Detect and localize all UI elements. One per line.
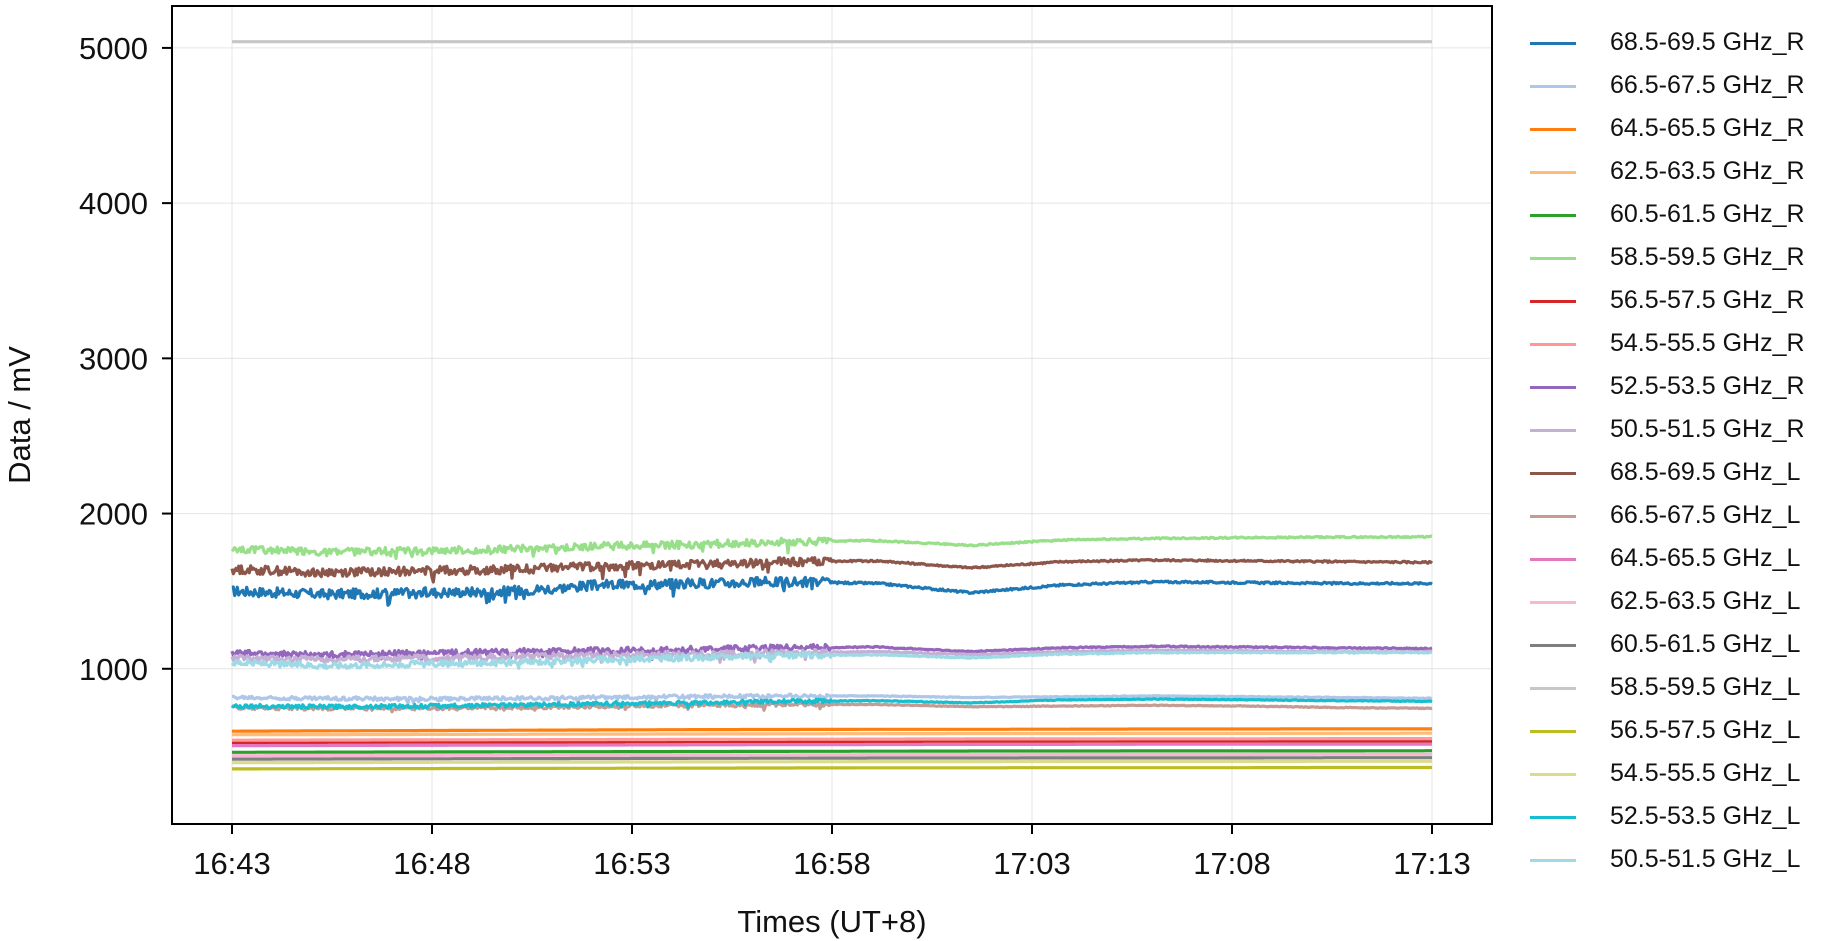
series-line — [231, 749, 1433, 754]
x-tick-label: 17:08 — [1193, 846, 1271, 881]
legend-label: 60.5-61.5 GHz_L — [1610, 630, 1801, 658]
legend-label: 68.5-69.5 GHz_L — [1610, 458, 1801, 486]
legend: 68.5-69.5 GHz_R 66.5-67.5 GHz_R 64.5-65.5 … — [1510, 20, 1840, 880]
legend-item: 60.5-61.5 GHz_R — [1510, 192, 1840, 235]
legend-swatch — [1530, 601, 1576, 604]
series-line — [231, 765, 1433, 771]
legend-swatch — [1530, 773, 1576, 776]
legend-label: 50.5-51.5 GHz_R — [1610, 415, 1805, 443]
series-line — [231, 575, 1433, 607]
x-axis-ticks: 16:43 16:48 16:53 16:58 17:03 17:08 17:13 — [193, 824, 1471, 881]
series-line — [231, 731, 1433, 737]
x-tick-label: 17:13 — [1393, 846, 1471, 881]
legend-item: 58.5-59.5 GHz_R — [1510, 235, 1840, 278]
x-tick-label: 16:43 — [193, 846, 271, 881]
legend-item: 68.5-69.5 GHz_R — [1510, 20, 1840, 63]
legend-label: 62.5-63.5 GHz_R — [1610, 157, 1805, 185]
legend-item: 56.5-57.5 GHz_L — [1510, 708, 1840, 751]
legend-label: 62.5-63.5 GHz_L — [1610, 587, 1801, 615]
x-tick-label: 16:53 — [593, 846, 671, 881]
legend-label: 50.5-51.5 GHz_L — [1610, 845, 1801, 873]
legend-swatch — [1530, 300, 1576, 303]
legend-item: 68.5-69.5 GHz_L — [1510, 450, 1840, 493]
series-line — [231, 752, 1433, 758]
legend-swatch — [1530, 429, 1576, 432]
series-line — [230, 556, 1434, 584]
legend-label: 56.5-57.5 GHz_L — [1610, 716, 1801, 744]
series-line — [231, 739, 1433, 745]
legend-label: 68.5-69.5 GHz_R — [1610, 28, 1805, 56]
y-tick-label: 4000 — [79, 186, 148, 221]
series-lines — [230, 40, 1434, 771]
legend-item: 50.5-51.5 GHz_R — [1510, 407, 1840, 450]
grid-lines — [172, 6, 1492, 824]
legend-item: 52.5-53.5 GHz_R — [1510, 364, 1840, 407]
legend-item: 50.5-51.5 GHz_L — [1510, 837, 1840, 880]
y-axis-ticks: 1000 2000 3000 4000 5000 — [79, 31, 172, 687]
legend-swatch — [1530, 386, 1576, 389]
legend-label: 64.5-65.5 GHz_R — [1610, 114, 1805, 142]
legend-label: 66.5-67.5 GHz_L — [1610, 501, 1801, 529]
series-line — [230, 701, 1433, 714]
series-line — [231, 756, 1433, 761]
y-tick-label: 2000 — [79, 497, 148, 532]
legend-item: 62.5-63.5 GHz_L — [1510, 579, 1840, 622]
series-line — [231, 697, 1433, 711]
legend-item: 52.5-53.5 GHz_L — [1510, 794, 1840, 837]
legend-label: 58.5-59.5 GHz_R — [1610, 243, 1805, 271]
legend-item: 62.5-63.5 GHz_R — [1510, 149, 1840, 192]
legend-label: 58.5-59.5 GHz_L — [1610, 673, 1801, 701]
legend-swatch — [1530, 558, 1576, 561]
legend-swatch — [1530, 859, 1576, 862]
x-tick-label: 17:03 — [993, 846, 1071, 881]
legend-label: 64.5-65.5 GHz_L — [1610, 544, 1801, 572]
legend-item: 54.5-55.5 GHz_R — [1510, 321, 1840, 364]
legend-swatch — [1530, 472, 1576, 475]
legend-item: 66.5-67.5 GHz_L — [1510, 493, 1840, 536]
x-tick-label: 16:58 — [793, 846, 871, 881]
x-tick-label: 16:48 — [393, 846, 471, 881]
legend-item: 54.5-55.5 GHz_L — [1510, 751, 1840, 794]
legend-swatch — [1530, 214, 1576, 217]
legend-swatch — [1530, 343, 1576, 346]
series-line — [231, 736, 1433, 742]
legend-label: 66.5-67.5 GHz_R — [1610, 71, 1805, 99]
legend-swatch — [1530, 85, 1576, 88]
y-axis-label: Data / mV — [2, 346, 37, 484]
series-line — [231, 692, 1433, 705]
legend-item: 66.5-67.5 GHz_R — [1510, 63, 1840, 106]
legend-item: 56.5-57.5 GHz_R — [1510, 278, 1840, 321]
legend-label: 52.5-53.5 GHz_R — [1610, 372, 1805, 400]
legend-item: 64.5-65.5 GHz_R — [1510, 106, 1840, 149]
legend-label: 52.5-53.5 GHz_L — [1610, 802, 1801, 830]
legend-swatch — [1530, 171, 1576, 174]
y-tick-label: 3000 — [79, 341, 148, 376]
legend-swatch — [1530, 687, 1576, 690]
legend-item: 60.5-61.5 GHz_L — [1510, 622, 1840, 665]
legend-item: 64.5-65.5 GHz_L — [1510, 536, 1840, 579]
x-axis-label: Times (UT+8) — [737, 904, 926, 939]
legend-label: 56.5-57.5 GHz_R — [1610, 286, 1805, 314]
y-tick-label: 5000 — [79, 31, 148, 66]
series-line — [231, 727, 1433, 733]
legend-label: 54.5-55.5 GHz_L — [1610, 759, 1801, 787]
legend-swatch — [1530, 816, 1576, 819]
legend-label: 60.5-61.5 GHz_R — [1610, 200, 1805, 228]
legend-label: 54.5-55.5 GHz_R — [1610, 329, 1805, 357]
legend-swatch — [1530, 644, 1576, 647]
legend-swatch — [1530, 42, 1576, 45]
legend-swatch — [1530, 515, 1576, 518]
series-line — [231, 759, 1433, 765]
legend-swatch — [1530, 257, 1576, 260]
series-line — [231, 742, 1433, 748]
y-tick-label: 1000 — [79, 652, 148, 687]
series-line — [230, 534, 1433, 561]
legend-swatch — [1530, 128, 1576, 131]
legend-swatch — [1530, 730, 1576, 733]
series-line — [230, 642, 1433, 664]
series-line — [230, 650, 1433, 670]
legend-item: 58.5-59.5 GHz_L — [1510, 665, 1840, 708]
